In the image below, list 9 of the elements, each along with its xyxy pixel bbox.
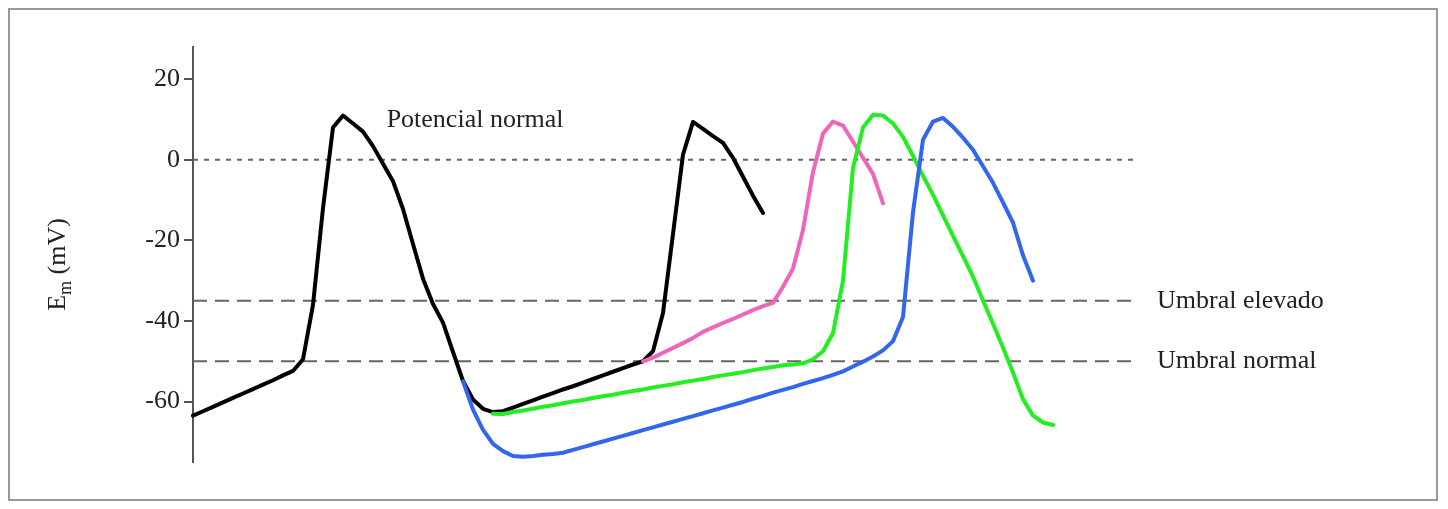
y-tick-label: -60 <box>145 385 180 415</box>
y-tick-label: -20 <box>145 224 180 254</box>
ref-line-label: Umbral normal <box>1157 345 1317 375</box>
y-axis-title: Em (mV) <box>41 218 75 311</box>
y-tick-label: 20 <box>154 63 180 93</box>
ref-line-label: Umbral elevado <box>1157 284 1324 314</box>
y-tick-label: -40 <box>145 304 180 334</box>
annotation: Potencial normal <box>386 103 564 133</box>
y-tick-label: 0 <box>167 143 180 173</box>
